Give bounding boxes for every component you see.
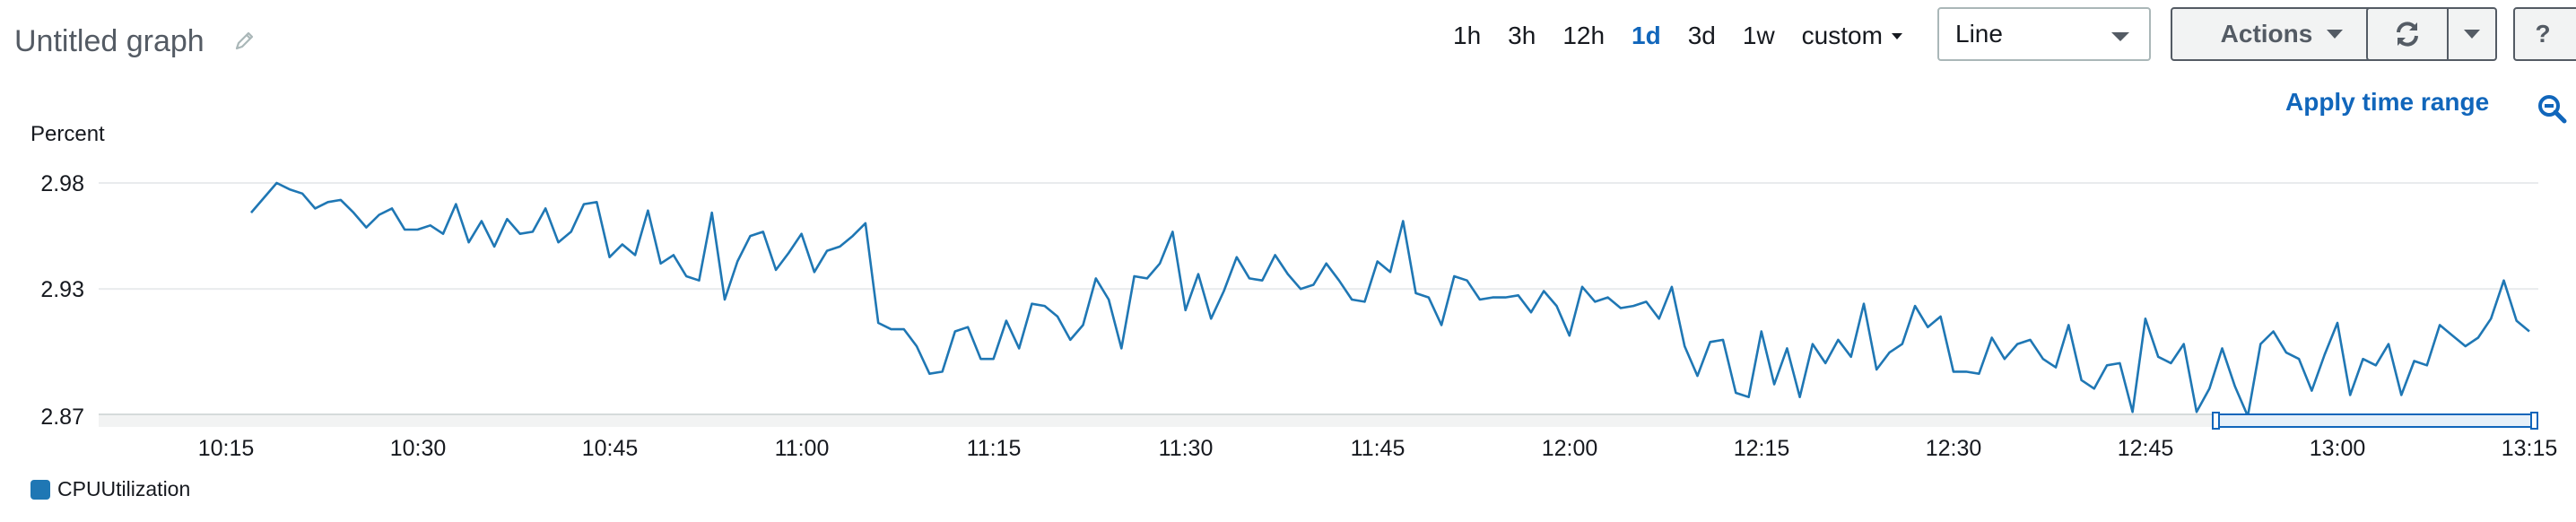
actions-label: Actions bbox=[2220, 20, 2313, 48]
legend-item[interactable]: CPUUtilization bbox=[30, 477, 190, 501]
actions-button[interactable]: Actions bbox=[2171, 7, 2393, 61]
time-range-3h[interactable]: 3h bbox=[1508, 22, 1536, 49]
x-tick-label: 11:30 bbox=[1159, 436, 1214, 461]
time-range-1w[interactable]: 1w bbox=[1742, 22, 1775, 49]
custom-label: custom bbox=[1801, 22, 1883, 49]
x-tick-label: 12:45 bbox=[2118, 436, 2174, 461]
caret-down-icon bbox=[2464, 30, 2480, 39]
x-tick-label: 12:15 bbox=[1734, 436, 1790, 461]
line-chart[interactable]: 2.98 2.93 2.87 10:15 10:30 10:45 11:00 11:15 11:… bbox=[0, 108, 2576, 484]
time-range-1d[interactable]: 1d bbox=[1632, 22, 1661, 49]
y-tick-label: 2.87 bbox=[40, 405, 84, 430]
pencil-icon[interactable] bbox=[231, 29, 257, 54]
help-button[interactable]: ? bbox=[2513, 7, 2576, 61]
time-range-3d[interactable]: 3d bbox=[1687, 22, 1716, 49]
y-tick-label: 2.98 bbox=[40, 171, 84, 196]
help-label: ? bbox=[2535, 20, 2551, 48]
legend-label: CPUUtilization bbox=[57, 477, 191, 500]
x-axis-band bbox=[99, 414, 2538, 427]
legend-swatch bbox=[30, 479, 50, 500]
chevron-down-icon bbox=[2111, 32, 2129, 41]
graph-title[interactable]: Untitled graph bbox=[14, 23, 205, 58]
x-tick-label: 11:45 bbox=[1351, 436, 1405, 461]
refresh-icon bbox=[2397, 22, 2418, 47]
refresh-options-button[interactable] bbox=[2447, 7, 2497, 61]
x-tick-label: 10:30 bbox=[390, 436, 447, 461]
x-tick-label: 11:00 bbox=[775, 436, 830, 461]
x-tick-label: 11:15 bbox=[967, 436, 1022, 461]
apply-time-range-link[interactable]: Apply time range bbox=[2285, 88, 2490, 116]
chart-type-value: Line bbox=[1955, 20, 2003, 48]
series-line[interactable] bbox=[250, 181, 2530, 418]
x-tick-label: 13:15 bbox=[2502, 436, 2558, 461]
x-tick-label: 12:30 bbox=[1926, 436, 1982, 461]
x-tick-label: 10:15 bbox=[198, 436, 255, 461]
refresh-button[interactable] bbox=[2366, 7, 2449, 61]
y-axis-unit-label: Percent bbox=[30, 122, 105, 146]
zoom-out-icon[interactable] bbox=[2537, 93, 2567, 124]
title-area: Untitled graph bbox=[14, 20, 257, 63]
time-range-12h[interactable]: 12h bbox=[1562, 22, 1606, 49]
caret-down-icon bbox=[1891, 32, 1902, 39]
x-tick-label: 13:00 bbox=[2310, 436, 2366, 461]
brush-left-handle[interactable] bbox=[2212, 412, 2220, 430]
chart-type-select[interactable]: Line bbox=[1937, 7, 2151, 61]
x-tick-label: 12:00 bbox=[1542, 436, 1598, 461]
caret-down-icon bbox=[2327, 30, 2344, 39]
time-range-custom[interactable]: custom bbox=[1802, 22, 1902, 50]
time-range-selector: 1h 3h 12h 1d 3d 1w custom bbox=[1453, 18, 1902, 54]
time-range-brush[interactable] bbox=[2215, 413, 2536, 428]
brush-right-handle[interactable] bbox=[2530, 412, 2538, 430]
y-tick-label: 2.93 bbox=[40, 277, 84, 302]
time-range-1h[interactable]: 1h bbox=[1453, 22, 1482, 49]
x-tick-label: 10:45 bbox=[582, 436, 639, 461]
